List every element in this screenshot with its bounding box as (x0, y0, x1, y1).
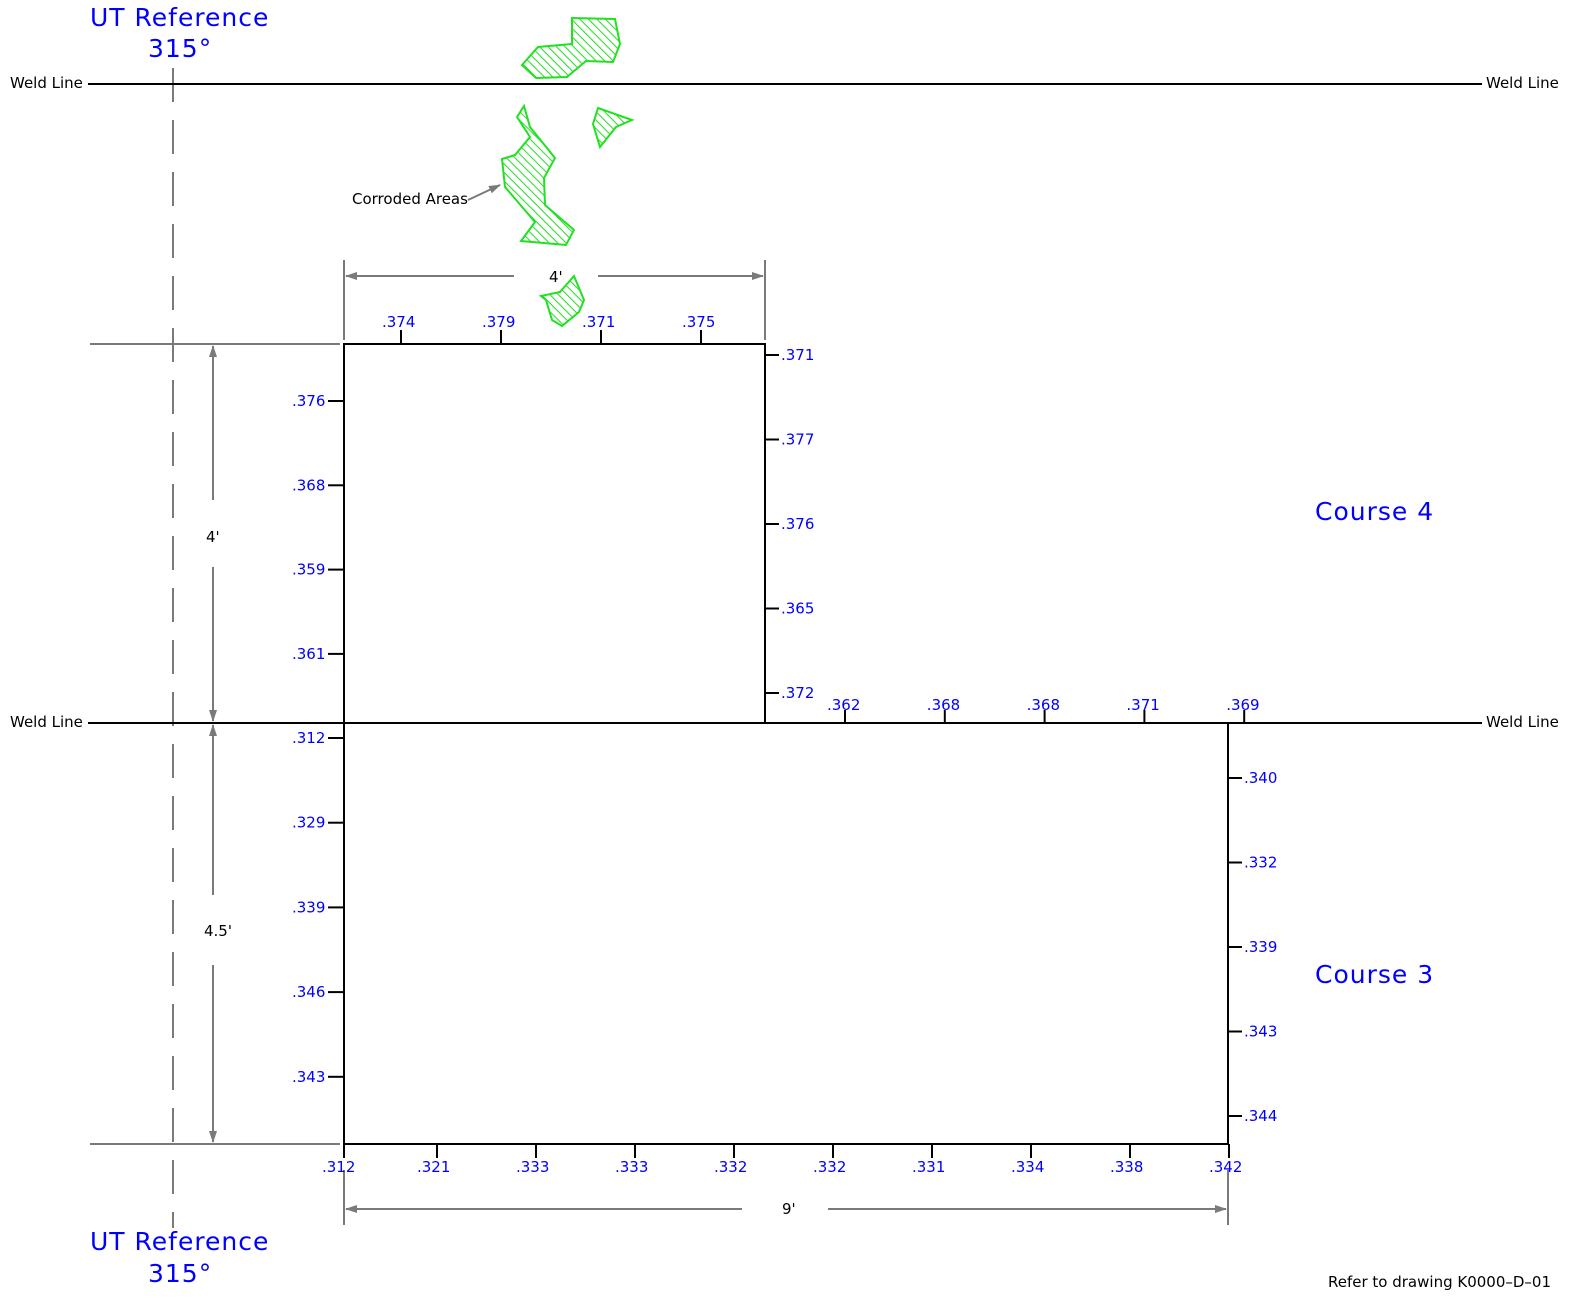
upper-top-value: .379 (482, 313, 515, 331)
lower-left-value: .329 (292, 814, 325, 832)
weld-line-label-mid-right: Weld Line (1486, 713, 1559, 731)
lower-bottom-value: .332 (714, 1158, 747, 1176)
drawing-reference-note: Refer to drawing K0000–D–01 (1328, 1273, 1551, 1291)
course-4-label: Course 4 (1315, 497, 1434, 526)
lower-bottom-value: .333 (615, 1158, 648, 1176)
upper-left-value: .368 (292, 476, 325, 494)
ut-reference-angle-bottom: 315° (148, 1259, 212, 1288)
lower-right-value: .344 (1244, 1107, 1277, 1125)
weld-row-value: .369 (1226, 696, 1259, 714)
lower-left-readings: .312 .329 .339 .346 .343 (292, 729, 344, 1086)
corroded-area-2 (591, 106, 635, 150)
weld-line-label-top-left: Weld Line (10, 74, 83, 92)
lower-right-value: .332 (1244, 854, 1277, 872)
lower-right-value: .339 (1244, 938, 1277, 956)
corroded-areas-label: Corroded Areas (352, 190, 468, 208)
lower-right-value: .343 (1244, 1023, 1277, 1041)
upper-right-value: .372 (781, 684, 814, 702)
ut-reference-angle-top: 315° (148, 34, 212, 63)
lower-bottom-value: .332 (813, 1158, 846, 1176)
weld-row-value: .362 (827, 696, 860, 714)
course-3-label: Course 3 (1315, 960, 1434, 989)
upper-top-value: .374 (382, 313, 415, 331)
weld-line-label-top-right: Weld Line (1486, 74, 1559, 92)
dim-lower-height-label: 4.5' (204, 922, 232, 940)
upper-left-readings: .376 .368 .359 .361 (292, 392, 344, 663)
upper-top-value: .375 (682, 313, 715, 331)
weld-row-value: .371 (1126, 696, 1159, 714)
lower-left-value: .312 (292, 729, 325, 747)
weld-row-value: .368 (927, 696, 960, 714)
upper-left-value: .376 (292, 392, 325, 410)
lower-bottom-value: .342 (1209, 1158, 1242, 1176)
lower-scan-zone (343, 723, 1229, 1145)
lower-bottom-readings: .312 .321 .333 .333 .332 .332 .331 .334 .338 .342 (322, 1144, 1242, 1176)
upper-right-readings: .371 .377 .376 .365 .372 (765, 346, 814, 702)
lower-left-value: .343 (292, 1068, 325, 1086)
corroded-areas-leader (467, 184, 501, 201)
lower-left-value: .339 (292, 898, 325, 916)
weld-line-label-mid-left: Weld Line (10, 713, 83, 731)
lower-bottom-value: .333 (516, 1158, 549, 1176)
dim-upper-height-label: 4' (206, 528, 220, 546)
upper-top-readings: .374 .379 .371 .375 (382, 313, 715, 344)
ut-reference-label-top: UT Reference (90, 3, 269, 32)
weld-row-value: .368 (1027, 696, 1060, 714)
dim-lower-width-label: 9' (782, 1200, 796, 1218)
lower-right-value: .340 (1244, 769, 1277, 787)
upper-left-value: .361 (292, 645, 325, 663)
upper-right-value: .365 (781, 600, 814, 618)
lower-bottom-value: .312 (322, 1158, 355, 1176)
corroded-area-3 (500, 103, 576, 247)
lower-bottom-value: .338 (1110, 1158, 1143, 1176)
dim-upper-width-label: 4' (549, 268, 563, 286)
ut-reference-label-bottom: UT Reference (90, 1227, 269, 1256)
lower-bottom-value: .321 (417, 1158, 450, 1176)
lower-left-value: .346 (292, 983, 325, 1001)
upper-right-value: .371 (781, 346, 814, 364)
upper-top-value: .371 (582, 313, 615, 331)
upper-right-value: .376 (781, 515, 814, 533)
corroded-area-4 (538, 274, 586, 328)
corroded-area-1 (520, 16, 622, 80)
upper-left-value: .359 (292, 561, 325, 579)
lower-bottom-value: .334 (1011, 1158, 1044, 1176)
lower-right-readings: .340 .332 .339 .343 .344 (1228, 769, 1277, 1125)
upper-right-value: .377 (781, 431, 814, 449)
weld-row-readings: .362 .368 .368 .371 .369 (827, 696, 1260, 723)
upper-scan-zone (343, 343, 766, 723)
lower-bottom-value: .331 (912, 1158, 945, 1176)
